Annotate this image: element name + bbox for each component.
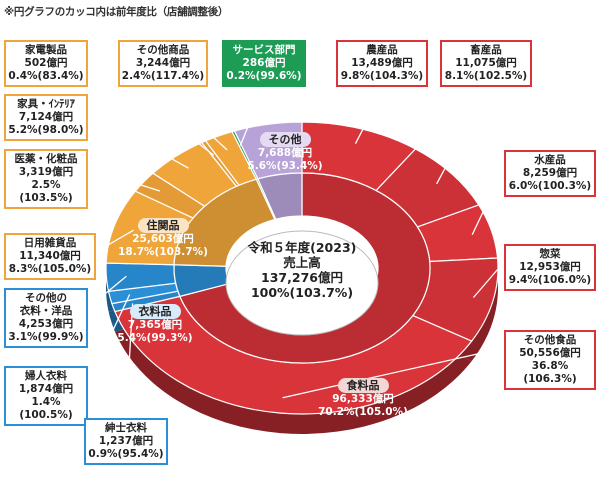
callout-sonota-iryou-name: その他の <box>25 292 67 304</box>
leader-lines <box>87 57 505 419</box>
callout-sonota-shohin-share: 2.4%(117.4%) <box>121 70 205 82</box>
leader-line <box>163 91 228 151</box>
center-value: 137,276億円 <box>261 270 343 285</box>
callout-souzai: 惣菜 12,953億円 9.4%(106.0%) <box>504 244 596 291</box>
callout-shinshi: 紳士衣料 1,237億円 0.9%(95.4%) <box>84 418 168 465</box>
callout-nichiyou-share: 8.3%(105.0%) <box>8 263 92 275</box>
callout-fujin-name: 婦人衣料 <box>25 370 67 382</box>
leader-line <box>87 167 161 192</box>
callout-souzai-name: 惣菜 <box>539 248 561 260</box>
callout-chikusan-value: 11,075億円 <box>455 57 517 69</box>
leader-line <box>354 91 383 144</box>
callout-souzai-share: 9.4%(106.0%) <box>508 274 592 286</box>
callout-fujin-value: 1,874億円 <box>18 383 74 395</box>
callout-kaden-share: 0.4%(83.4%) <box>8 70 84 82</box>
callout-suisan-share: 6.0%(100.3%) <box>508 180 592 192</box>
callout-nousan-share: 9.8%(104.3%) <box>340 70 424 82</box>
center-total: 令和５年度(2023) 売上高 137,276億円 100%(103.7%) <box>230 240 374 300</box>
callout-sonota-shohin: その他商品 3,244億円 2.4%(117.4%) <box>118 40 208 87</box>
callout-nichiyou: 日用雑貨品 11,340億円 8.3%(105.0%) <box>4 233 96 280</box>
callout-iyaku-share: 2.5%(103.5%) <box>19 179 73 204</box>
clothing-share: 5.4%(99.3%) <box>117 332 193 344</box>
callout-sonota-shokuhin: その他食品 50,556億円 36.8%(106.3%) <box>504 330 596 390</box>
callout-sonota-shokuhin-value: 50,556億円 <box>519 347 581 359</box>
depth-segment <box>114 316 472 434</box>
home-share: 18.7%(103.7%) <box>118 246 208 258</box>
callout-nousan-name: 農産品 <box>366 44 398 56</box>
leader-line <box>282 347 505 399</box>
home-value: 25,603億円 <box>132 233 194 245</box>
tag-other: その他 <box>259 132 311 147</box>
callout-shinshi-value: 1,237億円 <box>98 435 154 447</box>
inner-segment <box>257 172 303 220</box>
footnote: ※円グラフのカッコ内は前年度比（店舗調整後） <box>4 6 229 18</box>
center-share: 100%(103.7%) <box>250 285 354 300</box>
leader-line <box>436 91 487 185</box>
callout-shinshi-share: 0.9%(95.4%) <box>88 448 164 460</box>
callout-sonota-shohin-name: その他商品 <box>136 44 190 56</box>
leader-line <box>239 91 263 147</box>
leader-line <box>471 167 505 236</box>
callout-sonota-shokuhin-name: その他食品 <box>523 334 577 346</box>
tag-clothing: 衣料品 <box>129 304 181 319</box>
food-value: 96,333億円 <box>332 393 394 405</box>
leader-line <box>87 57 215 156</box>
callout-iyaku-name: 医薬・化粧品 <box>14 153 78 165</box>
inner-label-other: その他 7,688億円 5.6%(93.4%) <box>236 132 334 173</box>
leader-line <box>87 294 131 385</box>
inner-label-home: 住関品 25,603億円 18.7%(103.7%) <box>108 218 218 259</box>
callout-sonota-iryou-value: 4,253億円 <box>18 318 74 330</box>
callout-chikusan-name: 畜産品 <box>470 44 502 56</box>
center-hole <box>225 230 379 336</box>
leader-line <box>95 229 134 253</box>
callout-iyaku: 医薬・化粧品 3,319億円 2.5%(103.5%) <box>4 149 88 209</box>
callout-nichiyou-name: 日用雑貨品 <box>23 237 77 249</box>
callout-chikusan-share: 8.1%(102.5%) <box>444 70 528 82</box>
callout-nousan-value: 13,489億円 <box>351 57 413 69</box>
inner-label-food: 食料品 96,333億円 70.2%(105.0%) <box>308 378 418 419</box>
callout-service: サービス部門 286億円 0.2%(99.6%) <box>222 40 306 87</box>
callout-kagu-share: 5.2%(98.0%) <box>8 124 84 136</box>
center-year: 令和５年度(2023) <box>247 240 357 255</box>
callout-shinshi-name: 紳士衣料 <box>105 422 147 434</box>
callout-sonota-shohin-value: 3,244億円 <box>135 57 191 69</box>
callout-suisan-name: 水産品 <box>534 154 566 166</box>
clothing-value: 7,365億円 <box>127 319 183 331</box>
callout-chikusan: 畜産品 11,075億円 8.1%(102.5%) <box>440 40 532 87</box>
leader-line <box>472 261 505 298</box>
callout-kagu: 家具・ｲﾝﾃﾘｱ 7,124億円 5.2%(98.0%) <box>4 94 88 141</box>
callout-kaden-name: 家電製品 <box>25 44 67 56</box>
callout-sonota-iryou-name2: 衣料・洋品 <box>19 305 73 317</box>
other-value: 7,688億円 <box>257 147 313 159</box>
callout-kaden-value: 502億円 <box>24 57 68 69</box>
callout-kaden: 家電製品 502億円 0.4%(83.4%) <box>4 40 88 87</box>
tag-food: 食料品 <box>337 378 389 393</box>
callout-suisan: 水産品 8,259億円 6.0%(100.3%) <box>504 150 596 197</box>
callout-sonota-iryou: その他の 衣料・洋品 4,253億円 3.1%(99.9%) <box>4 288 88 348</box>
callout-kagu-value: 7,124億円 <box>18 111 74 123</box>
other-share: 5.6%(93.4%) <box>247 160 323 172</box>
callout-fujin-share: 1.4%(100.5%) <box>19 396 73 421</box>
callout-sonota-shokuhin-share: 36.8%(106.3%) <box>523 360 577 385</box>
tag-home: 住関品 <box>137 218 189 233</box>
callout-service-share: 0.2%(99.6%) <box>226 70 302 82</box>
callout-service-name: サービス部門 <box>232 44 296 56</box>
leader-line <box>87 111 189 169</box>
center-label: 売上高 <box>283 255 321 270</box>
callout-sonota-iryou-share: 3.1%(99.9%) <box>8 331 84 343</box>
food-share: 70.2%(105.0%) <box>318 406 408 418</box>
callout-iyaku-value: 3,319億円 <box>18 166 74 178</box>
callout-nichiyou-value: 11,340億円 <box>19 250 81 262</box>
callout-kagu-name: 家具・ｲﾝﾃﾘｱ <box>17 98 75 110</box>
leader-line <box>87 275 127 309</box>
callout-nousan: 農産品 13,489億円 9.8%(104.3%) <box>336 40 428 87</box>
leader-line <box>125 303 134 419</box>
callout-fujin: 婦人衣料 1,874億円 1.4%(100.5%) <box>4 366 88 426</box>
callout-souzai-value: 12,953億円 <box>519 261 581 273</box>
inner-label-clothing: 衣料品 7,365億円 5.4%(99.3%) <box>106 304 204 345</box>
callout-suisan-value: 8,259億円 <box>522 167 578 179</box>
callout-service-value: 286億円 <box>242 57 286 69</box>
